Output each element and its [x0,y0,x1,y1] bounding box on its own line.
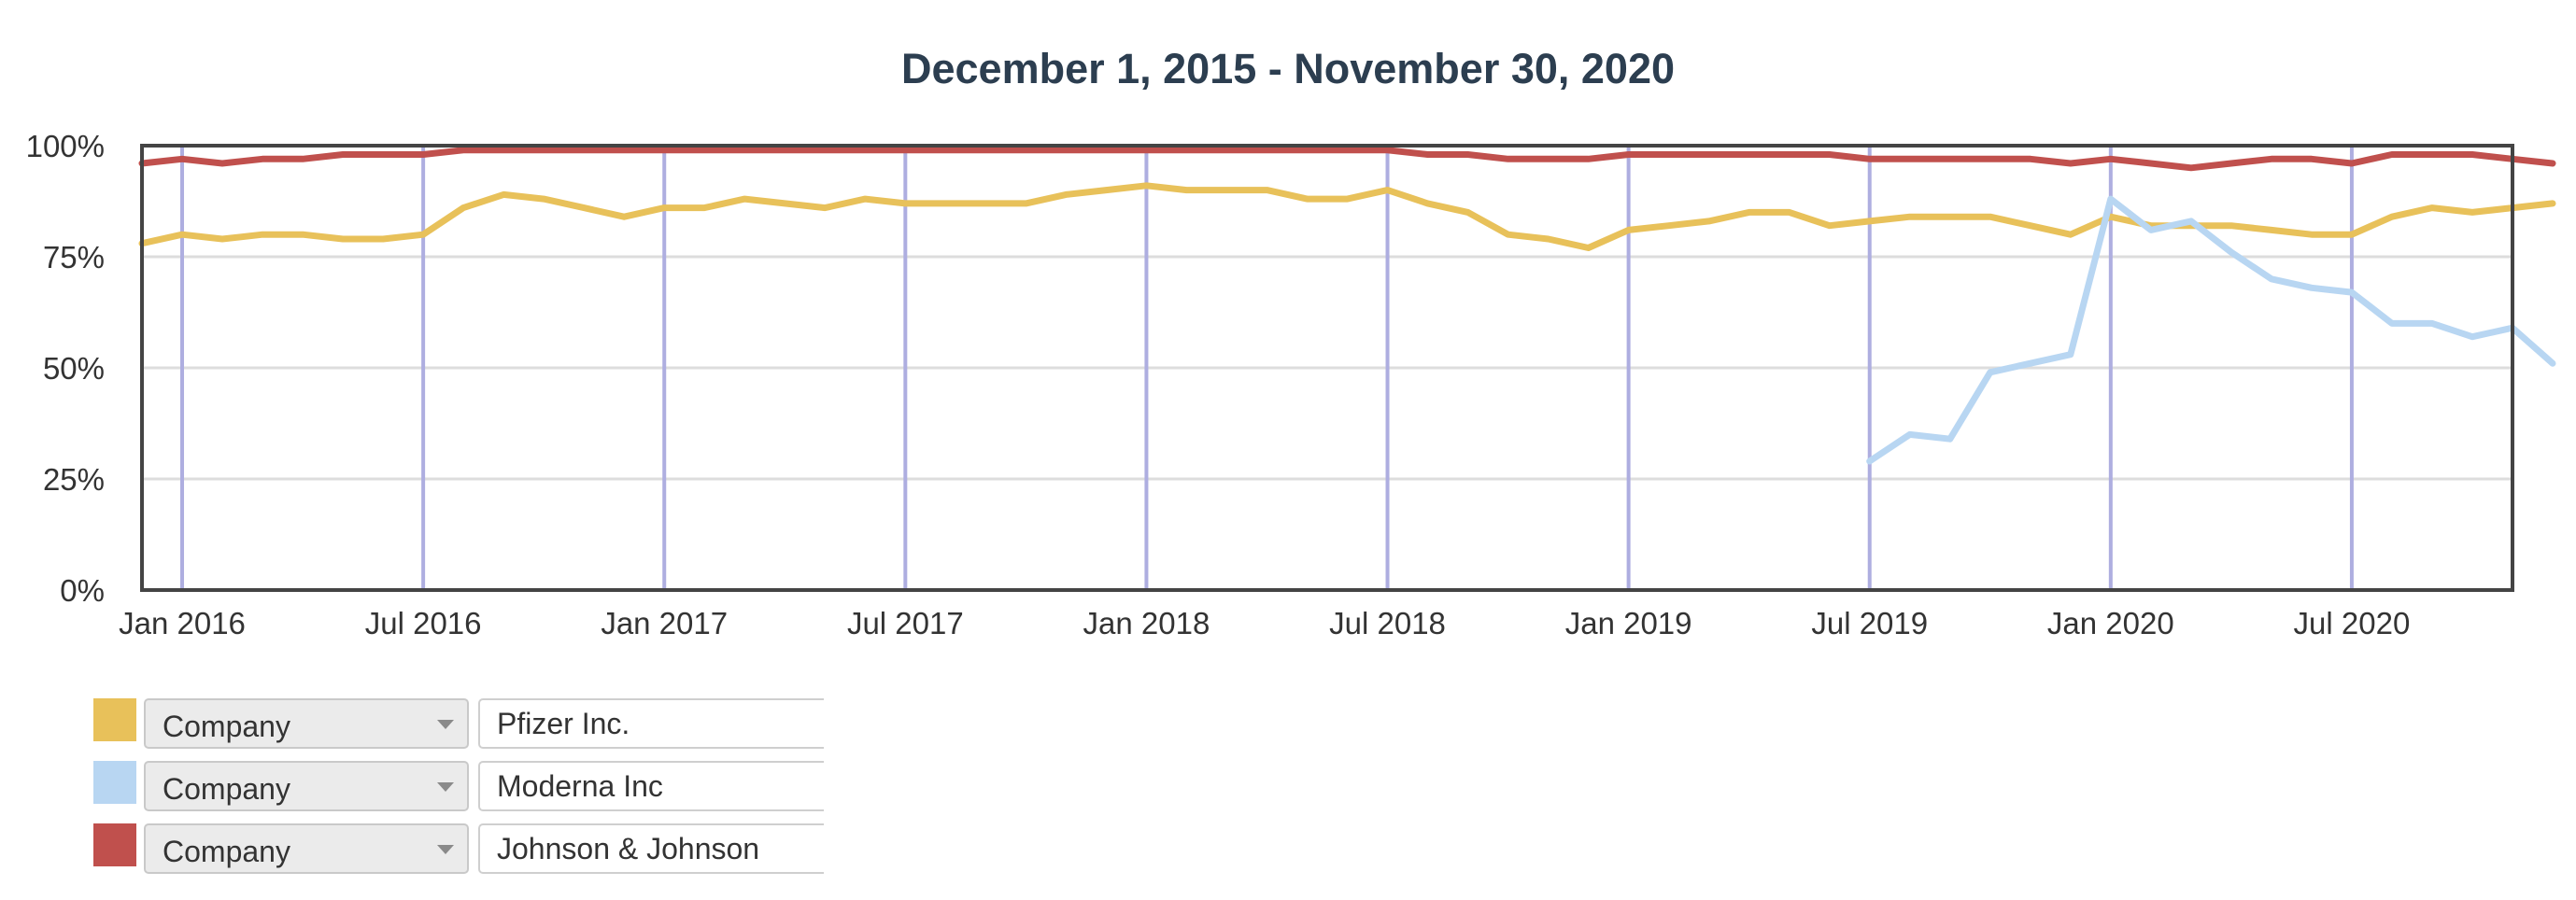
company-field-select[interactable]: Company [144,761,469,811]
field-select-label: Company [163,772,290,806]
y-axis-labels: 0% 25% 50% 75% 100% [26,129,105,608]
legend-row-pfizer: Company [93,698,824,761]
field-select-label: Company [163,835,290,868]
series-legend: Company Company Company [93,698,824,886]
plot-frame [140,144,2514,592]
chevron-down-icon [437,782,454,792]
x-tick-label: Jan 2020 [2047,606,2174,640]
company-value-input[interactable] [478,761,824,811]
legend-row-johnson: Company [93,823,824,886]
x-tick-label: Jul 2017 [847,606,964,640]
series-layer [138,147,2556,465]
x-tick-label: Jan 2017 [601,606,728,640]
x-tick-label: Jul 2019 [1811,606,1928,640]
horizontal-gridlines [142,144,2512,592]
series-color-swatch [93,761,136,804]
company-field-select[interactable]: Company [144,823,469,874]
series-line [1866,195,2556,465]
y-tick-label: 0% [60,573,105,608]
company-value-input[interactable] [478,698,824,749]
x-tick-label: Jan 2019 [1565,606,1692,640]
x-tick-label: Jan 2018 [1083,606,1210,640]
y-tick-label: 75% [43,240,105,274]
x-tick-label: Jul 2016 [365,606,482,640]
chevron-down-icon [437,845,454,854]
company-field-select[interactable]: Company [144,698,469,749]
line-chart: 0% 25% 50% 75% 100% Jan 2016 Jul 2016 Jan 2017… [26,129,2556,640]
x-axis-labels: Jan 2016 Jul 2016 Jan 2017 Jul 2017 Jan 2018… [119,606,2410,640]
x-tick-label: Jan 2016 [119,606,246,640]
series-color-swatch [93,698,136,741]
legend-row-moderna: Company [93,761,824,823]
series-line [138,182,2556,251]
series-line [138,147,2556,172]
company-value-input[interactable] [478,823,824,874]
series-color-swatch [93,823,136,866]
vertical-gridlines [180,146,2354,590]
y-tick-label: 25% [43,462,105,497]
field-select-label: Company [163,710,290,743]
y-tick-label: 100% [26,129,105,163]
chevron-down-icon [437,720,454,729]
y-tick-label: 50% [43,351,105,386]
chart-title: December 1, 2015 - November 30, 2020 [901,45,1675,92]
x-tick-label: Jul 2020 [2294,606,2411,640]
x-tick-label: Jul 2018 [1329,606,1446,640]
